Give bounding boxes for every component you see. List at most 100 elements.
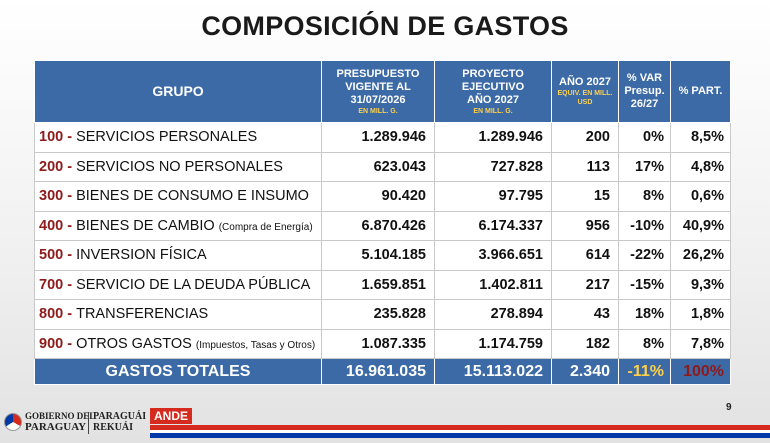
row-label: TRANSFERENCIAS bbox=[76, 306, 209, 323]
header-presupuesto-line3: 31/07/2026 bbox=[350, 93, 406, 106]
row-part: 1,8% bbox=[670, 299, 731, 330]
row-var: 8% bbox=[618, 181, 671, 212]
row-proyecto: 727.828 bbox=[434, 151, 552, 182]
row-label: BIENES DE CAMBIO bbox=[76, 217, 215, 234]
stripe-white bbox=[150, 430, 770, 433]
row-grupo: 200 - SERVICIOS NO PERSONALES bbox=[34, 151, 322, 182]
row-var: -10% bbox=[618, 210, 671, 241]
row-grupo: 700 - SERVICIO DE LA DEUDA PÚBLICA bbox=[34, 269, 322, 300]
gov-name-guarani: PARAGUÁI REKUÁI bbox=[93, 411, 146, 433]
row-code: 300 bbox=[39, 188, 64, 205]
header-proyecto-line1: PROYECTO bbox=[462, 67, 524, 80]
table-row: 100 - SERVICIOS PERSONALES 1.289.946 1.2… bbox=[34, 122, 731, 153]
row-detail: (Impuestos, Tasas y Otros) bbox=[195, 339, 316, 351]
table-row: 400 - BIENES DE CAMBIO (Compra de Energí… bbox=[34, 210, 731, 241]
row-label: SERVICIOS PERSONALES bbox=[76, 129, 258, 146]
header-presupuesto-unit: EN MILL. G. bbox=[358, 107, 398, 115]
total-var: -11% bbox=[618, 358, 671, 385]
header-anio-label: AÑO 2027 bbox=[559, 76, 611, 88]
row-var: -15% bbox=[618, 269, 671, 300]
row-label: BIENES DE CONSUMO E INSUMO bbox=[76, 188, 309, 205]
header-var-line3: 26/27 bbox=[630, 98, 659, 110]
stripe-red bbox=[150, 425, 770, 430]
header-var-line2: Presup. bbox=[624, 85, 665, 97]
row-proyecto: 1.289.946 bbox=[434, 122, 552, 153]
page-title: COMPOSICIÓN DE GASTOS bbox=[201, 11, 569, 41]
header-proyecto: PROYECTO EJECUTIVO AÑO 2027 EN MILL. G. bbox=[434, 60, 552, 123]
header-presupuesto: PRESUPUESTO VIGENTE AL 31/07/2026 EN MIL… bbox=[321, 60, 435, 123]
row-usd: 182 bbox=[551, 328, 619, 359]
header-anio-unit: EQUIV. EN MILL. USD bbox=[557, 90, 613, 106]
table-row: 700 - SERVICIO DE LA DEUDA PÚBLICA 1.659… bbox=[34, 269, 731, 300]
row-grupo: 900 - OTROS GASTOS (Impuestos, Tasas y O… bbox=[34, 328, 322, 359]
gov-line4: REKUÁI bbox=[93, 422, 134, 433]
row-usd: 113 bbox=[551, 151, 619, 182]
row-code: 100 bbox=[39, 129, 64, 146]
total-proyecto: 15.113.022 bbox=[434, 358, 552, 385]
header-proyecto-line2: EJECUTIVO bbox=[461, 80, 525, 93]
row-presupuesto: 1.659.851 bbox=[321, 269, 435, 300]
row-proyecto: 3.966.651 bbox=[434, 240, 552, 271]
header-proyecto-line3: AÑO 2027 bbox=[467, 93, 519, 106]
gov-name-spanish: GOBIERNO DEL PARAGUAY bbox=[25, 411, 95, 433]
total-label: GASTOS TOTALES bbox=[34, 358, 322, 385]
row-proyecto: 278.894 bbox=[434, 299, 552, 330]
row-proyecto: 1.402.811 bbox=[434, 269, 552, 300]
total-part: 100% bbox=[670, 358, 731, 385]
row-grupo: 400 - BIENES DE CAMBIO (Compra de Energí… bbox=[34, 210, 322, 241]
row-grupo: 100 - SERVICIOS PERSONALES bbox=[34, 122, 322, 153]
table-row: 300 - BIENES DE CONSUMO E INSUMO 90.420 … bbox=[34, 181, 731, 212]
row-presupuesto: 1.087.335 bbox=[321, 328, 435, 359]
table-header-row: GRUPO PRESUPUESTO VIGENTE AL 31/07/2026 … bbox=[34, 60, 731, 123]
row-label: SERVICIOS NO PERSONALES bbox=[76, 158, 283, 175]
header-part: % PART. bbox=[670, 60, 731, 123]
table-row: 900 - OTROS GASTOS (Impuestos, Tasas y O… bbox=[34, 328, 731, 359]
row-grupo: 300 - BIENES DE CONSUMO E INSUMO bbox=[34, 181, 322, 212]
row-usd: 956 bbox=[551, 210, 619, 241]
gov-line3: PARAGUÁI bbox=[93, 411, 147, 422]
row-label: OTROS GASTOS bbox=[76, 335, 192, 352]
total-presupuesto: 16.961.035 bbox=[321, 358, 435, 385]
total-row: GASTOS TOTALES 16.961.035 15.113.022 2.3… bbox=[34, 358, 731, 385]
row-part: 0,6% bbox=[670, 181, 731, 212]
row-part: 7,8% bbox=[670, 328, 731, 359]
row-usd: 200 bbox=[551, 122, 619, 153]
row-presupuesto: 5.104.185 bbox=[321, 240, 435, 271]
header-presupuesto-line2: VIGENTE AL bbox=[345, 80, 411, 93]
logo-divider bbox=[88, 412, 89, 434]
row-proyecto: 6.174.337 bbox=[434, 210, 552, 241]
total-usd: 2.340 bbox=[551, 358, 619, 385]
gov-line2: PARAGUAY bbox=[25, 421, 87, 433]
government-logo: GOBIERNO DEL PARAGUAY PARAGUÁI REKUÁI bbox=[0, 404, 200, 443]
header-presupuesto-line1: PRESUPUESTO bbox=[336, 67, 420, 80]
row-usd: 614 bbox=[551, 240, 619, 271]
row-proyecto: 1.174.759 bbox=[434, 328, 552, 359]
row-var: 17% bbox=[618, 151, 671, 182]
flag-stripes bbox=[150, 425, 770, 443]
header-grupo: GRUPO bbox=[34, 60, 322, 123]
row-code: 400 bbox=[39, 217, 64, 234]
row-grupo: 800 - TRANSFERENCIAS bbox=[34, 299, 322, 330]
row-label: INVERSION FÍSICA bbox=[76, 247, 207, 264]
row-code: 800 bbox=[39, 306, 64, 323]
row-code: 700 bbox=[39, 276, 64, 293]
row-part: 26,2% bbox=[670, 240, 731, 271]
national-seal-icon bbox=[4, 413, 22, 431]
row-code: 200 bbox=[39, 158, 64, 175]
row-code: 500 bbox=[39, 247, 64, 264]
row-part: 40,9% bbox=[670, 210, 731, 241]
gov-line1: GOBIERNO DEL bbox=[25, 411, 96, 421]
row-detail: (Compra de Energía) bbox=[218, 221, 313, 233]
header-var-line1: % VAR bbox=[626, 72, 663, 84]
table-body: 100 - SERVICIOS PERSONALES 1.289.946 1.2… bbox=[34, 122, 731, 385]
row-var: 0% bbox=[618, 122, 671, 153]
row-presupuesto: 623.043 bbox=[321, 151, 435, 182]
stripe-blue bbox=[150, 433, 770, 438]
table-row: 800 - TRANSFERENCIAS 235.828 278.894 43 … bbox=[34, 299, 731, 330]
row-usd: 43 bbox=[551, 299, 619, 330]
table-row: 200 - SERVICIOS NO PERSONALES 623.043 72… bbox=[34, 151, 731, 182]
row-var: -22% bbox=[618, 240, 671, 271]
row-part: 8,5% bbox=[670, 122, 731, 153]
row-proyecto: 97.795 bbox=[434, 181, 552, 212]
page-number: 9 bbox=[726, 402, 732, 413]
